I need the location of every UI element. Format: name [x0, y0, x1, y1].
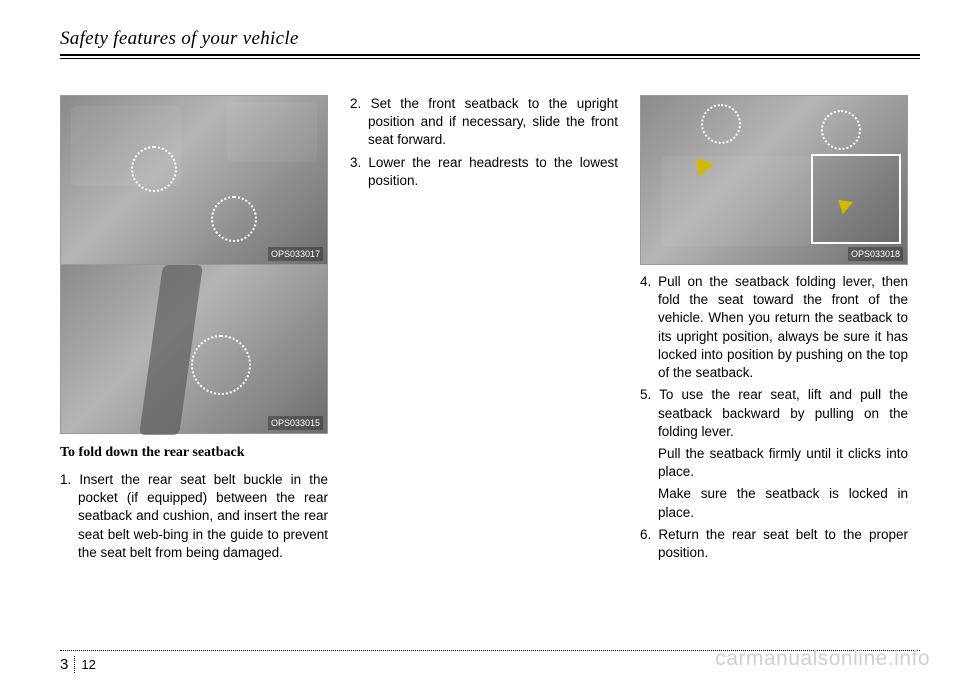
figure-code: OPS033018: [848, 247, 903, 261]
callout-circle: [701, 104, 741, 144]
steps-list: 1. Insert the rear seat belt buckle in t…: [60, 471, 328, 562]
figure-seat-belt-guide: OPS033015: [60, 264, 328, 434]
fold-arrow-icon: [833, 194, 853, 214]
callout-circle: [211, 196, 257, 242]
callout-circle: [821, 110, 861, 150]
column-3: OPS033018 4. Pull on the seatback foldin…: [640, 95, 908, 566]
figure-inset: [811, 154, 901, 244]
page-header: Safety features of your vehicle: [60, 28, 920, 65]
manual-page: Safety features of your vehicle OPS03301…: [0, 0, 960, 689]
step-5-cont: Pull the seatback firmly until it clicks…: [640, 445, 908, 481]
page-number: 3 12: [60, 656, 96, 673]
step-6: 6. Return the rear seat belt to the prop…: [640, 526, 908, 562]
step-5-cont: Make sure the seatback is locked in plac…: [640, 485, 908, 521]
header-title: Safety features of your vehicle: [60, 28, 920, 50]
callout-circle: [131, 146, 177, 192]
figure-fold-lever: OPS033018: [640, 95, 908, 265]
figure-seat-buckle: OPS033017: [60, 95, 328, 265]
watermark: carmanualsonline.info: [715, 647, 930, 671]
subheading-fold-seatback: To fold down the rear seatback: [60, 444, 328, 463]
steps-list: 2. Set the front seatback to the upright…: [350, 95, 618, 190]
column-1: OPS033017 OPS033015 To fold down the rea…: [60, 95, 328, 566]
step-2: 2. Set the front seatback to the upright…: [350, 95, 618, 150]
step-3: 3. Lower the rear headrests to the lowes…: [350, 154, 618, 190]
page-number-value: 12: [81, 657, 95, 672]
callout-circle: [191, 335, 251, 395]
step-4: 4. Pull on the seatback folding lever, t…: [640, 273, 908, 382]
header-rule-thin: [60, 58, 920, 59]
content-columns: OPS033017 OPS033015 To fold down the rea…: [60, 95, 920, 566]
figure-code: OPS033015: [268, 416, 323, 430]
section-number: 3: [60, 656, 75, 673]
step-1: 1. Insert the rear seat belt buckle in t…: [60, 471, 328, 562]
header-rule-thick: [60, 54, 920, 56]
figure-code: OPS033017: [268, 247, 323, 261]
column-2: 2. Set the front seatback to the upright…: [350, 95, 618, 566]
steps-list: 4. Pull on the seatback folding lever, t…: [640, 273, 908, 562]
step-5: 5. To use the rear seat, lift and pull t…: [640, 386, 908, 441]
